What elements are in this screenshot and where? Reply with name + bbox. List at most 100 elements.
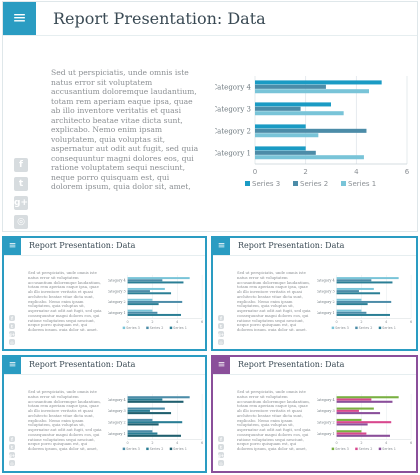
facebook-icon[interactable]: f: [14, 158, 28, 172]
twitter-icon-glyph: t: [11, 444, 13, 450]
y-category-label: Category 3: [215, 105, 251, 113]
facebook-icon[interactable]: f: [218, 315, 224, 321]
thumbnail-slide-3[interactable]: ≡ Report Presentation: Data Sed ut persp…: [2, 355, 207, 473]
menu-icon: ≡: [217, 360, 226, 370]
slide-title: Report Presentation: Data: [238, 241, 345, 250]
thumbnail-slide-4[interactable]: ≡ Report Presentation: Data Sed ut persp…: [211, 355, 418, 473]
menu-button[interactable]: ≡: [213, 238, 230, 255]
bar-series-1: [336, 434, 390, 437]
twitter-icon[interactable]: t: [9, 444, 15, 450]
bar-series-2: [336, 300, 392, 303]
slide-header: ≡ Report Presentation: Data: [213, 357, 416, 375]
legend-swatch: [378, 326, 382, 330]
x-tick-label: 6: [405, 168, 410, 176]
menu-icon: ≡: [12, 8, 27, 28]
bar-series-2: [255, 106, 301, 111]
bar-series-3: [336, 407, 374, 410]
bar-series-1: [336, 423, 368, 426]
chart-svg: 0 2 4 6 Category 1 Category 2 Category 3 Catego…: [108, 393, 203, 451]
x-tick-label: 4: [385, 320, 387, 324]
bar-series-3: [336, 277, 399, 280]
legend-swatch: [341, 181, 346, 186]
legend-swatch: [146, 326, 149, 330]
x-tick-label: 0: [253, 168, 257, 176]
slide-body-text: Sed ut perspiciatis, unde omnis iste nat…: [28, 271, 102, 331]
bar-series-2: [336, 311, 367, 314]
legend-label: Series 1: [173, 326, 187, 330]
bar-series-3: [255, 102, 331, 107]
menu-icon: ≡: [217, 241, 226, 251]
legend-label: Series 3: [335, 326, 349, 330]
bar-series-1: [255, 155, 364, 160]
x-tick-label: 0: [336, 441, 338, 445]
menu-button[interactable]: ≡: [3, 2, 36, 35]
instagram-icon[interactable]: ◎: [9, 339, 15, 345]
x-tick-label: 6: [201, 441, 203, 445]
legend-label: Series 2: [300, 180, 328, 188]
instagram-icon[interactable]: ◎: [9, 460, 15, 466]
instagram-icon-glyph: ◎: [10, 339, 14, 345]
bar-series-1: [336, 412, 381, 415]
bar-series-2: [336, 279, 372, 282]
facebook-icon[interactable]: f: [9, 436, 15, 442]
legend-swatch: [146, 447, 149, 451]
legend-label: Series 1: [173, 447, 187, 451]
google-plus-icon[interactable]: g+: [218, 452, 224, 458]
thumbnail-slide-2[interactable]: ≡ Report Presentation: Data Sed ut persp…: [211, 236, 418, 351]
bar-series-2: [127, 290, 150, 293]
slide-title: Report Presentation: Data: [29, 241, 136, 250]
google-plus-icon[interactable]: g+: [14, 196, 28, 210]
menu-button[interactable]: ≡: [4, 238, 21, 255]
bar-series-3: [127, 287, 165, 290]
google-plus-icon[interactable]: g+: [9, 331, 15, 337]
bar-series-3: [127, 298, 153, 301]
bar-series-1: [336, 303, 368, 306]
twitter-icon[interactable]: t: [14, 177, 28, 191]
chart-svg: 0 2 4 6 Category 1 Category 2 Category 3 Catego…: [215, 76, 410, 188]
y-category-label: Category 2: [317, 300, 335, 304]
slide-header: ≡ Report Presentation: Data: [213, 238, 416, 256]
bar-series-1: [127, 313, 181, 316]
bar-chart: 0 2 4 6 Category 1 Category 2 Category 3 Catego…: [317, 391, 415, 453]
instagram-icon[interactable]: ◎: [218, 460, 224, 466]
menu-icon: ≡: [8, 241, 17, 251]
facebook-icon-glyph: f: [220, 436, 222, 442]
x-tick-label: 6: [201, 320, 203, 324]
bar-series-3: [127, 396, 190, 399]
facebook-icon[interactable]: f: [218, 436, 224, 442]
bar-chart: 0 2 4 6 Category 1 Category 2 Category 3 Catego…: [108, 272, 205, 332]
y-category-label: Category 1: [215, 149, 251, 157]
instagram-icon-glyph: ◎: [219, 339, 223, 345]
instagram-icon[interactable]: ◎: [14, 215, 28, 229]
x-tick-label: 2: [151, 441, 153, 445]
thumbnail-slide-1[interactable]: ≡ Report Presentation: Data Sed ut persp…: [2, 236, 207, 351]
bar-series-3: [336, 287, 374, 290]
bar-series-2: [127, 432, 158, 435]
google-plus-icon-glyph: g+: [8, 331, 16, 337]
menu-icon: ≡: [8, 360, 17, 370]
y-category-label: Category 2: [108, 420, 126, 424]
slide-header: ≡ Report Presentation: Data: [3, 2, 417, 36]
facebook-icon[interactable]: f: [9, 315, 15, 321]
twitter-icon[interactable]: t: [218, 323, 224, 329]
bar-series-2: [127, 311, 158, 314]
y-category-label: Category 2: [108, 300, 126, 304]
google-plus-icon[interactable]: g+: [218, 331, 224, 337]
twitter-icon[interactable]: t: [9, 323, 15, 329]
google-plus-icon[interactable]: g+: [9, 452, 15, 458]
instagram-icon[interactable]: ◎: [218, 339, 224, 345]
slide-body-text: Sed ut perspiciatis, unde omnis iste nat…: [28, 390, 102, 452]
slide-body-text: Sed ut perspiciatis, unde omnis iste nat…: [237, 390, 311, 452]
social-bar: f t g+ ◎: [218, 315, 224, 345]
google-plus-icon-glyph: g+: [217, 331, 225, 337]
menu-button[interactable]: ≡: [213, 357, 230, 374]
twitter-icon[interactable]: t: [218, 444, 224, 450]
x-tick-label: 4: [176, 441, 178, 445]
bar-series-2: [336, 290, 359, 293]
menu-button[interactable]: ≡: [4, 357, 21, 374]
bar-series-3: [127, 430, 153, 433]
instagram-icon-glyph: ◎: [219, 460, 223, 466]
bar-series-2: [127, 409, 150, 412]
y-category-label: Category 4: [317, 398, 335, 402]
bar-chart: 0 2 4 6 Category 1 Category 2 Category 3 Catego…: [215, 70, 415, 192]
